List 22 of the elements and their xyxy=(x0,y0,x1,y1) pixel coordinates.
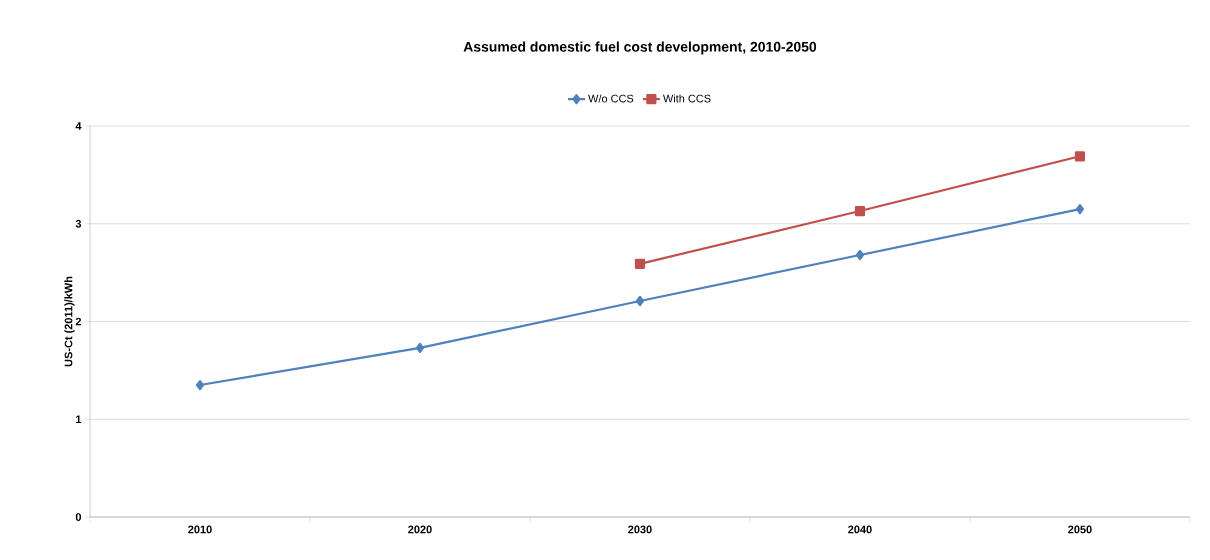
y-tick-label: 0 xyxy=(75,513,82,521)
x-tick-label: 2030 xyxy=(628,525,652,534)
chart-title: Assumed domestic fuel cost development, 2010-2050 xyxy=(463,41,817,55)
point xyxy=(415,342,425,353)
point xyxy=(1075,203,1085,215)
x-tick-label: 2020 xyxy=(408,525,432,534)
y-tick-label: 4 xyxy=(75,122,82,130)
point xyxy=(635,295,645,307)
point xyxy=(634,258,646,269)
point xyxy=(195,379,205,391)
y-tick-label: 2 xyxy=(75,317,82,326)
point xyxy=(855,249,865,261)
x-tick-label: 2050 xyxy=(1068,525,1092,534)
y-tick-label: 1 xyxy=(76,415,82,424)
y-tick-label: 3 xyxy=(75,219,82,228)
legend-label: W/o CCS xyxy=(588,94,634,103)
legend-label: With CCS xyxy=(663,94,711,103)
point xyxy=(854,205,866,217)
x-tick-label: 2010 xyxy=(188,525,212,534)
x-tick-label: 2040 xyxy=(848,525,872,534)
y-axis-title: US-Ct (2011)/kWh xyxy=(64,276,75,367)
point xyxy=(1074,151,1086,162)
